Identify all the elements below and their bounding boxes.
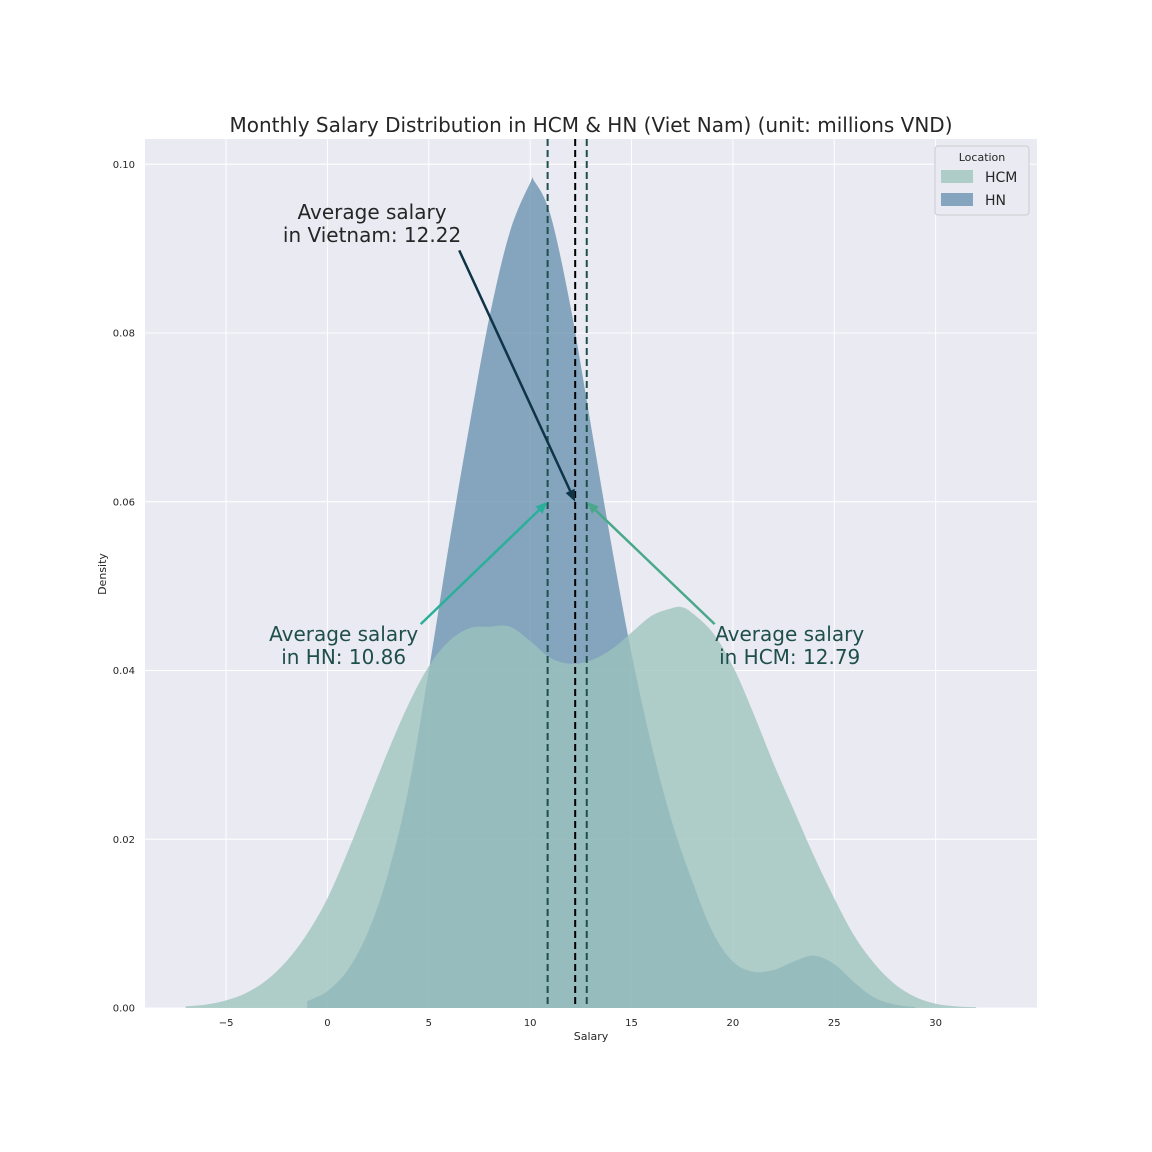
annotation-hcm-line-2: in HCM: 12.79 bbox=[719, 645, 860, 669]
density-areas bbox=[185, 176, 977, 1009]
arrowhead-vietnam bbox=[565, 488, 576, 502]
y-tick-label: 0.10 bbox=[113, 160, 135, 171]
arrow-hn bbox=[419, 509, 540, 626]
x-axis-label: Salary bbox=[574, 1030, 609, 1043]
chart-title: Monthly Salary Distribution in HCM & HN … bbox=[229, 113, 952, 137]
y-tick-label: 0.04 bbox=[113, 666, 135, 677]
x-tick-label: 25 bbox=[828, 1018, 841, 1029]
arrow-hcm bbox=[594, 509, 716, 626]
y-tick-label: 0.00 bbox=[113, 1004, 135, 1015]
x-tick-label: −5 bbox=[219, 1018, 234, 1029]
annotation-vietnam-line-2: in Vietnam: 12.22 bbox=[283, 223, 461, 247]
arrowhead-hn bbox=[535, 501, 548, 514]
y-tick-label: 0.06 bbox=[113, 497, 135, 508]
legend-swatch-hn bbox=[941, 193, 973, 206]
density-area-hcm bbox=[185, 606, 977, 1008]
x-tick-label: 10 bbox=[524, 1018, 537, 1029]
x-tick-label: 0 bbox=[324, 1018, 330, 1029]
y-tick-labels: 0.00 0.02 0.04 0.06 0.08 0.10 bbox=[113, 160, 135, 1015]
arrow-vietnam bbox=[458, 249, 572, 492]
legend-label-hcm: HCM bbox=[985, 170, 1017, 186]
annotation-hcm-line-1: Average salary bbox=[715, 622, 864, 646]
annotation-hn-line-2: in HN: 10.86 bbox=[281, 645, 406, 669]
y-axis-label: Density bbox=[96, 553, 109, 595]
y-tick-label: 0.08 bbox=[113, 329, 135, 340]
x-tick-label: 30 bbox=[929, 1018, 942, 1029]
annotation-vietnam-line-1: Average salary bbox=[298, 200, 447, 224]
legend: Location HCM HN bbox=[934, 145, 1030, 216]
legend-label-hn: HN bbox=[985, 193, 1006, 209]
annotation-arrows bbox=[419, 249, 716, 626]
legend-title: Location bbox=[959, 151, 1006, 164]
x-tick-label: 5 bbox=[426, 1018, 432, 1029]
annotation-hn-line-1: Average salary bbox=[269, 622, 418, 646]
reference-lines bbox=[546, 139, 588, 1008]
legend-swatch-hcm bbox=[941, 170, 973, 183]
x-tick-label: 15 bbox=[625, 1018, 638, 1029]
y-tick-label: 0.02 bbox=[113, 835, 135, 846]
x-tick-label: 20 bbox=[727, 1018, 740, 1029]
x-tick-labels: −5 0 5 10 15 20 25 30 bbox=[219, 1018, 942, 1029]
arrowhead-hcm bbox=[586, 501, 599, 514]
